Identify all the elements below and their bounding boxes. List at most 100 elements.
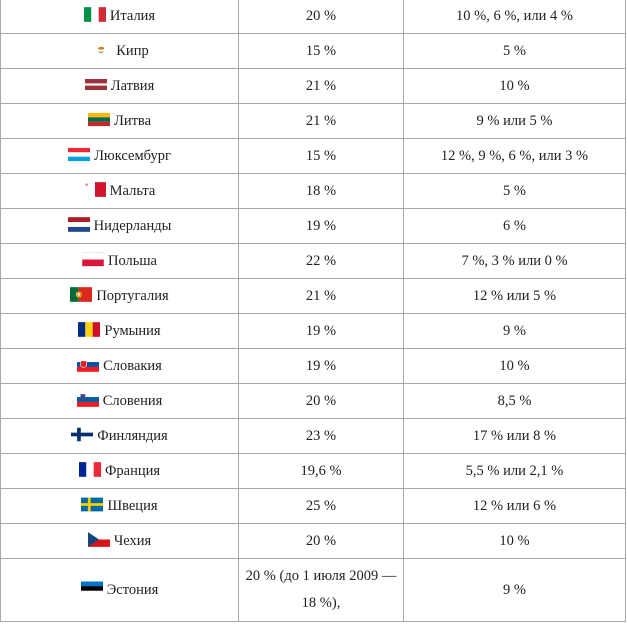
reduced-rates-cell: 5,5 % или 2,1 %: [403, 453, 626, 489]
country-cell: Латвия: [0, 68, 239, 104]
country-name[interactable]: Латвия: [110, 78, 155, 94]
country-cell: Чехия: [0, 523, 239, 559]
standard-rate-cell: 20 %: [238, 383, 404, 419]
country-cell: Италия: [0, 0, 239, 34]
sweden-flag-icon: [81, 497, 104, 512]
country-name[interactable]: Нидерланды: [93, 218, 172, 234]
standard-rate-cell: 21 %: [238, 68, 404, 104]
estonia-flag-icon: [80, 581, 103, 596]
standard-rate-cell: 19 %: [238, 208, 404, 244]
standard-rate-cell: 19,6 %: [238, 453, 404, 489]
country-cell: Польша: [0, 243, 239, 279]
reduced-rates-cell: 5 %: [403, 33, 626, 69]
czech-flag-icon: [87, 532, 110, 547]
country-name[interactable]: Франция: [104, 463, 161, 479]
standard-rate-text: 20 % (до 1 июля 2009 — 18 %),: [245, 568, 397, 611]
country-cell: Нидерланды: [0, 208, 239, 244]
latvia-flag-icon: [84, 77, 107, 92]
finland-flag-icon: [71, 427, 94, 442]
standard-rate-cell: 18 %: [238, 173, 404, 209]
country-cell: Финляндия: [0, 418, 239, 454]
table-row: Чехия 20 % 10 %: [0, 523, 626, 559]
country-cell: Эстония: [0, 558, 239, 622]
reduced-rates-cell: 10 %, 6 %, или 4 %: [403, 0, 626, 34]
slovakia-flag-icon: [77, 357, 100, 372]
malta-flag-icon: [83, 182, 106, 197]
italy-flag-icon: [83, 7, 106, 22]
slovenia-flag-icon: [76, 392, 99, 407]
standard-rate-cell: 23 %: [238, 418, 404, 454]
country-name[interactable]: Люксембург: [94, 148, 171, 164]
reduced-rates-cell: 10 %: [403, 523, 626, 559]
country-cell: Мальта: [0, 173, 239, 209]
table-row: Люксембург 15 % 12 %, 9 %, 6 %, или 3 %: [0, 138, 626, 174]
reduced-rates-cell: 8,5 %: [403, 383, 626, 419]
luxembourg-flag-icon: [68, 147, 91, 162]
standard-rate-cell: 20 %: [238, 523, 404, 559]
reduced-rates-cell: 12 %, 9 %, 6 %, или 3 %: [403, 138, 626, 174]
reduced-rates-cell: 12 % или 6 %: [403, 488, 626, 524]
country-name[interactable]: Польша: [108, 253, 157, 269]
country-name[interactable]: Румыния: [104, 323, 161, 339]
table-row: Румыния 19 % 9 %: [0, 313, 626, 349]
lithuania-flag-icon: [87, 112, 110, 127]
table-row: Швеция 25 % 12 % или 6 %: [0, 488, 626, 524]
portugal-flag-icon: [70, 287, 93, 302]
reduced-rates-cell: 17 % или 8 %: [403, 418, 626, 454]
reduced-rates-cell: 5 %: [403, 173, 626, 209]
table-row: Финляндия 23 % 17 % или 8 %: [0, 418, 626, 454]
table-row: Словения 20 % 8,5 %: [0, 383, 626, 419]
country-name[interactable]: Мальта: [109, 183, 156, 199]
country-cell: Словения: [0, 383, 239, 419]
france-flag-icon: [78, 462, 101, 477]
reduced-rates-cell: 9 % или 5 %: [403, 103, 626, 139]
standard-rate-cell: 15 %: [238, 33, 404, 69]
country-name[interactable]: Финляндия: [97, 428, 168, 444]
country-cell: Литва: [0, 103, 239, 139]
table-row: Франция 19,6 % 5,5 % или 2,1 %: [0, 453, 626, 489]
country-name[interactable]: Чехия: [113, 533, 152, 549]
standard-rate-cell: 19 %: [238, 313, 404, 349]
country-name[interactable]: Литва: [113, 113, 152, 129]
table-row: Словакия 19 % 10 %: [0, 348, 626, 384]
romania-flag-icon: [78, 322, 101, 337]
reduced-rates-cell: 6 %: [403, 208, 626, 244]
standard-rate-cell: 15 %: [238, 138, 404, 174]
reduced-rates-cell: 7 %, 3 % или 0 %: [403, 243, 626, 279]
country-cell: Швеция: [0, 488, 239, 524]
country-cell: Франция: [0, 453, 239, 489]
standard-rate-cell: 25 %: [238, 488, 404, 524]
table-row: Кипр 15 % 5 %: [0, 33, 626, 69]
cyprus-flag-icon: [90, 42, 113, 57]
table-row: Португалия 21 % 12 % или 5 %: [0, 278, 626, 314]
table-row: Эстония 20 % (до 1 июля 2009 — 18 %), 9 …: [0, 558, 626, 622]
standard-rate-cell: 21 %: [238, 103, 404, 139]
country-cell: Словакия: [0, 348, 239, 384]
table-row: Латвия 21 % 10 %: [0, 68, 626, 104]
table-row: Нидерланды 19 % 6 %: [0, 208, 626, 244]
country-name[interactable]: Словакия: [103, 358, 162, 374]
reduced-rates-cell: 10 %: [403, 348, 626, 384]
country-cell: Румыния: [0, 313, 239, 349]
standard-rate-cell: 21 %: [238, 278, 404, 314]
country-name[interactable]: Италия: [109, 8, 156, 24]
country-cell: Португалия: [0, 278, 239, 314]
standard-rate-cell: 20 % (до 1 июля 2009 — 18 %),: [238, 558, 404, 622]
reduced-rates-cell: 9 %: [403, 558, 626, 622]
country-cell: Люксембург: [0, 138, 239, 174]
country-name[interactable]: Португалия: [96, 288, 169, 304]
reduced-rates-cell: 9 %: [403, 313, 626, 349]
standard-rate-cell: 22 %: [238, 243, 404, 279]
country-name[interactable]: Словения: [102, 393, 163, 409]
country-cell: Кипр: [0, 33, 239, 69]
standard-rate-cell: 20 %: [238, 0, 404, 34]
poland-flag-icon: [82, 252, 104, 267]
country-name[interactable]: Кипр: [116, 43, 149, 59]
table-row: Мальта 18 % 5 %: [0, 173, 626, 209]
netherlands-flag-icon: [67, 217, 90, 232]
country-name[interactable]: Швеция: [107, 498, 158, 514]
reduced-rates-cell: 12 % или 5 %: [403, 278, 626, 314]
country-name[interactable]: Эстония: [106, 582, 159, 598]
